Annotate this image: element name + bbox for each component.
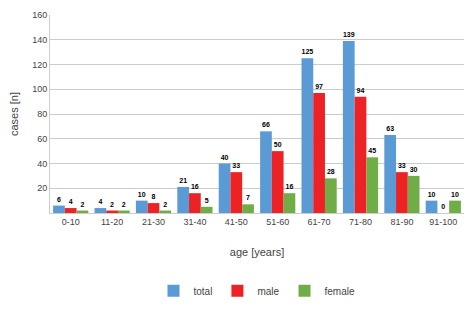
svg-text:2: 2 bbox=[163, 201, 167, 208]
svg-text:125: 125 bbox=[301, 48, 313, 55]
svg-text:33: 33 bbox=[232, 162, 240, 169]
svg-text:97: 97 bbox=[315, 83, 323, 90]
svg-text:91-100: 91-100 bbox=[429, 217, 457, 227]
svg-text:2: 2 bbox=[122, 201, 126, 208]
svg-text:female: female bbox=[325, 286, 355, 297]
svg-text:94: 94 bbox=[357, 87, 365, 94]
svg-text:61-70: 61-70 bbox=[308, 217, 331, 227]
svg-text:45: 45 bbox=[368, 147, 376, 154]
svg-text:160: 160 bbox=[32, 10, 47, 20]
svg-text:4: 4 bbox=[98, 198, 102, 205]
svg-text:120: 120 bbox=[32, 60, 47, 70]
svg-text:50: 50 bbox=[274, 141, 282, 148]
svg-text:16: 16 bbox=[191, 183, 199, 190]
svg-text:41-50: 41-50 bbox=[225, 217, 248, 227]
svg-text:31-40: 31-40 bbox=[183, 217, 206, 227]
svg-text:51-60: 51-60 bbox=[266, 217, 289, 227]
svg-text:age [years]: age [years] bbox=[230, 246, 284, 258]
svg-text:5: 5 bbox=[205, 197, 209, 204]
svg-text:2: 2 bbox=[110, 201, 114, 208]
svg-text:81-90: 81-90 bbox=[390, 217, 413, 227]
svg-text:2: 2 bbox=[80, 201, 84, 208]
svg-text:40: 40 bbox=[221, 154, 229, 161]
svg-text:139: 139 bbox=[343, 31, 355, 38]
svg-text:63: 63 bbox=[386, 125, 394, 132]
svg-text:0-10: 0-10 bbox=[62, 217, 80, 227]
svg-text:20: 20 bbox=[37, 183, 47, 193]
svg-text:60: 60 bbox=[37, 134, 47, 144]
svg-text:8: 8 bbox=[152, 193, 156, 200]
svg-text:male: male bbox=[257, 286, 279, 297]
svg-text:71-80: 71-80 bbox=[349, 217, 372, 227]
svg-text:cases [n]: cases [n] bbox=[8, 92, 20, 136]
svg-text:total: total bbox=[194, 286, 213, 297]
svg-text:33: 33 bbox=[398, 162, 406, 169]
svg-text:4: 4 bbox=[69, 198, 73, 205]
svg-text:66: 66 bbox=[262, 121, 270, 128]
svg-text:28: 28 bbox=[327, 168, 335, 175]
svg-text:100: 100 bbox=[32, 84, 47, 94]
svg-text:6: 6 bbox=[57, 196, 61, 203]
svg-text:7: 7 bbox=[246, 194, 250, 201]
svg-text:16: 16 bbox=[285, 183, 293, 190]
svg-text:10: 10 bbox=[451, 191, 459, 198]
svg-text:11-20: 11-20 bbox=[101, 217, 123, 227]
svg-text:0: 0 bbox=[441, 203, 445, 210]
svg-text:140: 140 bbox=[32, 35, 47, 45]
svg-text:30: 30 bbox=[410, 166, 418, 173]
svg-text:21-30: 21-30 bbox=[142, 217, 165, 227]
svg-text:10: 10 bbox=[428, 191, 436, 198]
svg-text:40: 40 bbox=[37, 159, 47, 169]
svg-text:80: 80 bbox=[37, 109, 47, 119]
svg-text:21: 21 bbox=[179, 177, 187, 184]
svg-text:10: 10 bbox=[138, 191, 146, 198]
